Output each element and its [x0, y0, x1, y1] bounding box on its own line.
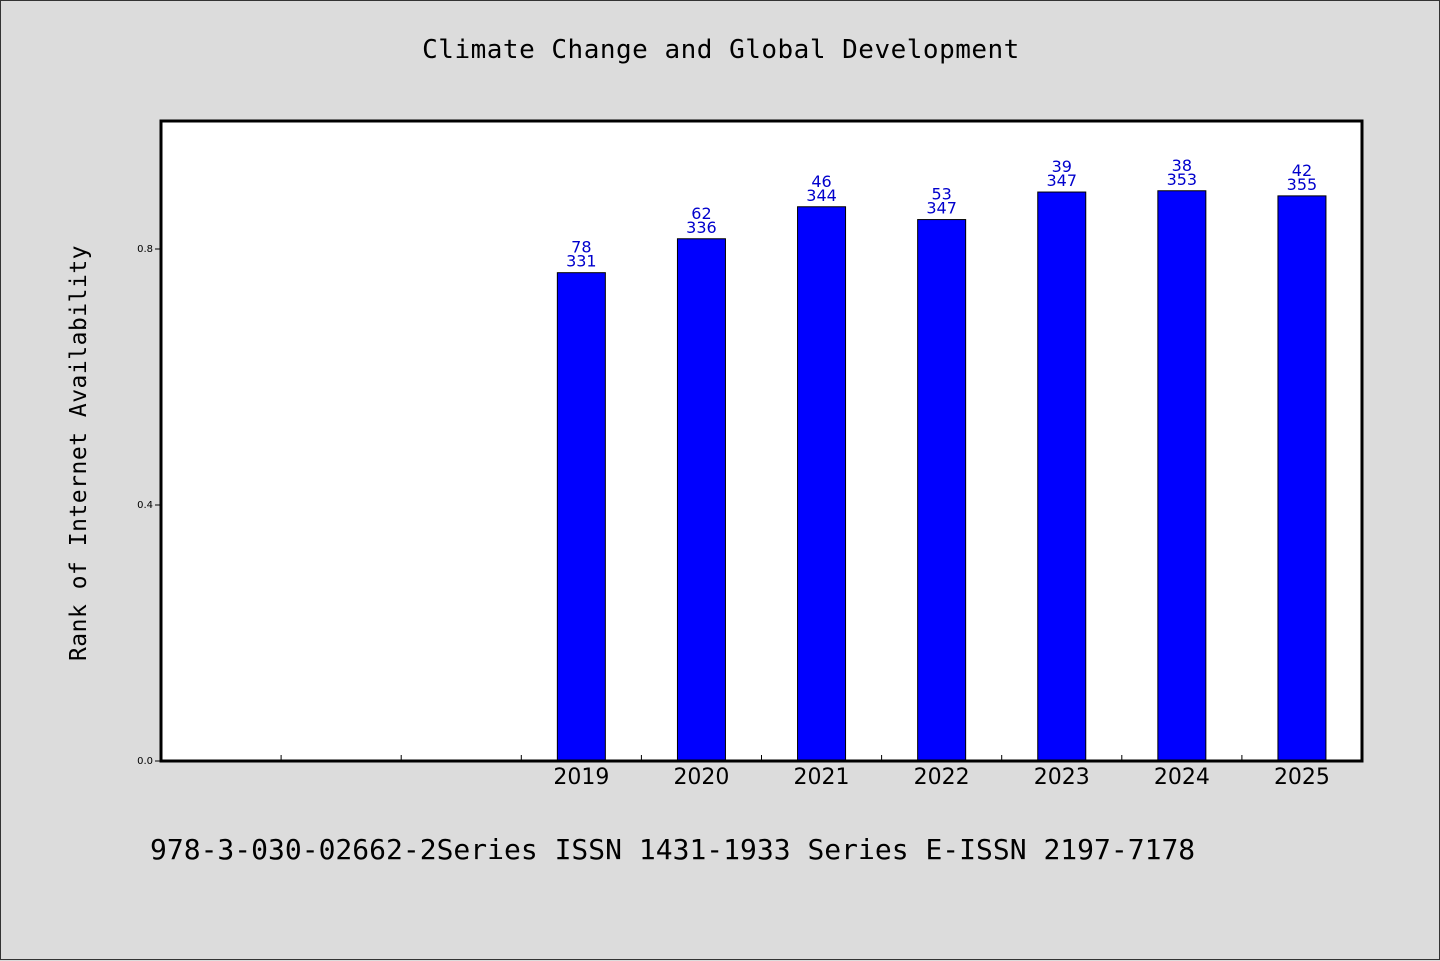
x-tick-label: 2024 — [1154, 765, 1210, 790]
x-tick-label: 2023 — [1034, 765, 1090, 790]
x-tick-label: 2020 — [673, 765, 729, 790]
bar-label-bottom: 347 — [1046, 171, 1077, 190]
bar-label-top: 78 — [571, 238, 591, 257]
bar-2025 — [1277, 195, 1327, 762]
bar-label-bottom: 347 — [926, 199, 957, 218]
y-tick-label: 0.8 — [137, 244, 153, 255]
bar-2020 — [676, 238, 726, 762]
x-tick-label: 2022 — [914, 765, 970, 790]
bar-label-top: 39 — [1052, 157, 1072, 176]
bar-2023 — [1037, 191, 1087, 762]
bar-2022 — [917, 219, 967, 762]
bar-2021 — [797, 206, 847, 762]
plot-frame — [159, 119, 1364, 763]
bar-label-bottom: 353 — [1167, 170, 1198, 189]
bar-label-bottom: 344 — [806, 186, 837, 205]
bar-label-top: 42 — [1292, 161, 1312, 180]
bar-label-top: 38 — [1172, 156, 1192, 175]
footer-text: 978-3-030-02662-2Series ISSN 1431-1933 S… — [150, 833, 1196, 866]
x-tick-label: 2021 — [794, 765, 850, 790]
bar-2019 — [556, 272, 606, 762]
bar-label-bottom: 355 — [1287, 175, 1318, 194]
bar-label-bottom: 331 — [566, 252, 597, 271]
bar-label-bottom: 336 — [686, 218, 717, 237]
x-tick-label: 2019 — [553, 765, 609, 790]
chart-title: Climate Change and Global Development — [422, 35, 1020, 65]
bar-label-top: 46 — [811, 172, 831, 191]
x-tick-label: 2025 — [1274, 765, 1330, 790]
y-tick-label: 0.4 — [137, 500, 153, 511]
bar-2024 — [1157, 190, 1207, 762]
bar-label-top: 62 — [691, 204, 711, 223]
y-tick-label: 0.0 — [137, 756, 153, 767]
bar-label-top: 53 — [931, 185, 951, 204]
